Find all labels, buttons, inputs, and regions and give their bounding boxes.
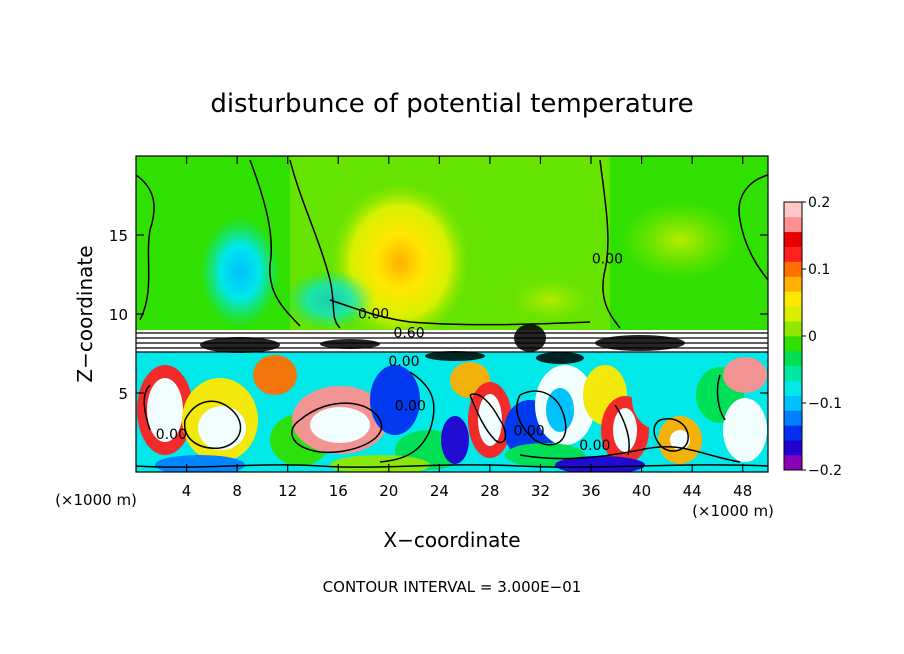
colorbar-swatch xyxy=(784,425,802,441)
contour-label: 0.00 xyxy=(388,354,419,370)
x-tick-label: 44 xyxy=(683,482,702,500)
colorbar-swatch xyxy=(784,455,802,471)
contour-labels: 0.000.600.000.000.00 0.000.000.00 xyxy=(156,251,623,453)
x-axis-unit-left: (×1000 m) xyxy=(55,491,137,509)
contour-label: 0.60 xyxy=(393,326,424,342)
contour-interval-note: CONTOUR INTERVAL = 3.000E−01 xyxy=(323,578,582,596)
colorbar-tick-label: −0.1 xyxy=(808,396,842,412)
colorbar-tick-label: −0.2 xyxy=(808,463,842,479)
chart-title: disturbunce of potential temperature xyxy=(210,89,693,119)
x-tick-label: 12 xyxy=(278,482,297,500)
x-axis: 4 8 12 16 20 24 28 32 36 40 44 48 xyxy=(182,156,752,500)
contour-label: 0.00 xyxy=(514,424,545,440)
y-tick-label: 10 xyxy=(109,306,128,324)
x-tick-label: 36 xyxy=(581,482,600,500)
colorbar-swatch xyxy=(784,365,802,381)
colorbar-swatch xyxy=(784,276,802,292)
y-axis: 5 10 15 xyxy=(109,227,768,403)
colorbar-swatch xyxy=(784,440,802,456)
contour-label: 0.00 xyxy=(395,398,426,414)
colorbar-tick-label: 0.2 xyxy=(808,195,830,211)
x-tick-label: 40 xyxy=(632,482,651,500)
colorbar-swatch xyxy=(784,410,802,426)
colorbar-swatch xyxy=(784,231,802,247)
x-tick-label: 4 xyxy=(182,482,192,500)
colorbar-tick-label: 0 xyxy=(808,329,817,345)
colorbar-swatch xyxy=(784,321,802,337)
contour-label: 0.00 xyxy=(579,438,610,454)
x-tick-label: 8 xyxy=(232,482,242,500)
contour-label: 0.00 xyxy=(358,307,389,323)
x-tick-label: 28 xyxy=(480,482,499,500)
colorbar-swatch xyxy=(784,202,802,218)
colorbar-swatch xyxy=(784,261,802,277)
colorbar-swatch xyxy=(784,336,802,352)
x-axis-unit-right: (×1000 m) xyxy=(692,502,774,520)
contour-label: 0.00 xyxy=(156,427,187,443)
x-tick-label: 24 xyxy=(430,482,449,500)
x-tick-label: 16 xyxy=(329,482,348,500)
y-tick-label: 5 xyxy=(118,385,128,403)
x-tick-label: 48 xyxy=(733,482,752,500)
colorbar-swatch xyxy=(784,246,802,262)
heatmap-field xyxy=(136,156,768,472)
y-tick-label: 15 xyxy=(109,227,128,245)
colorbar-swatch xyxy=(784,306,802,322)
colorbar-swatch xyxy=(784,380,802,396)
y-axis-label: Z−coordinate xyxy=(73,245,97,382)
x-tick-label: 20 xyxy=(379,482,398,500)
colorbar-swatch xyxy=(784,291,802,307)
x-axis-label: X−coordinate xyxy=(383,528,520,552)
colorbar-tick-label: 0.1 xyxy=(808,262,830,278)
x-tick-label: 32 xyxy=(531,482,550,500)
colorbar: 0.2 0.1 0 −0.1 −0.2 xyxy=(783,195,842,479)
colorbar-swatch xyxy=(784,350,802,367)
contour-label: 0.00 xyxy=(592,251,623,267)
colorbar-swatch xyxy=(784,216,802,233)
colorbar-swatch xyxy=(784,395,802,411)
